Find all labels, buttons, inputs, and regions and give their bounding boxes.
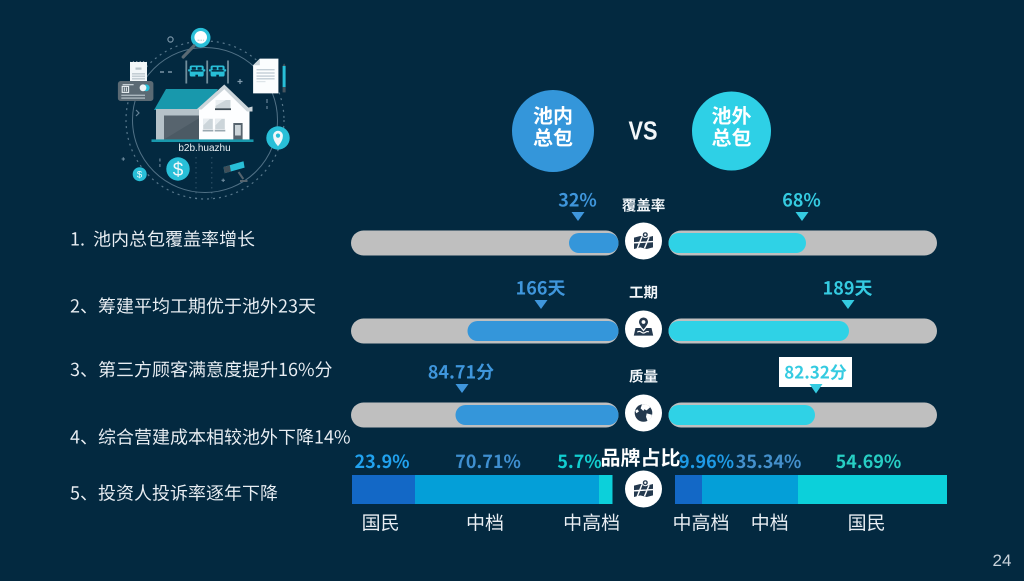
svg-text:b2b.huazhu: b2b.huazhu bbox=[178, 143, 230, 154]
svg-text:$: $ bbox=[173, 160, 184, 181]
svg-text:VS: VS bbox=[629, 116, 658, 146]
svg-text:24: 24 bbox=[993, 551, 1012, 570]
svg-text:$: $ bbox=[137, 170, 143, 181]
